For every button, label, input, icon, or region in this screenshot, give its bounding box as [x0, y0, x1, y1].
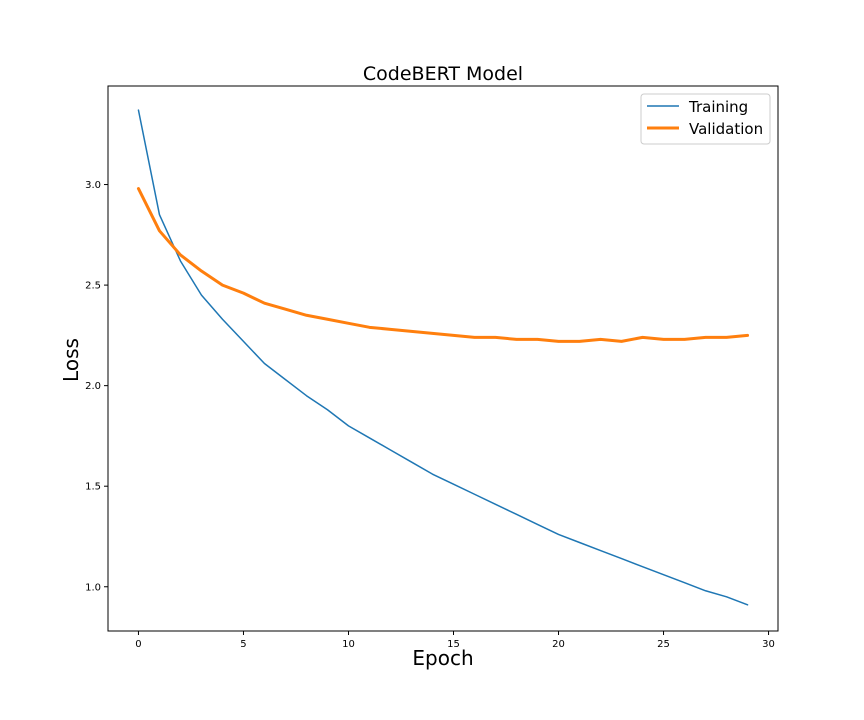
x-tick-label: 15	[447, 639, 460, 650]
series-line-validation	[136, 187, 750, 343]
chart-title: CodeBERT Model	[363, 63, 523, 85]
x-tick-label: 10	[342, 639, 355, 650]
plot-area-frame	[107, 85, 779, 632]
y-axis-label: Loss	[59, 338, 83, 382]
x-tick-label: 30	[762, 639, 775, 650]
x-tick-label: 25	[657, 639, 670, 650]
series-line-training	[137, 109, 749, 606]
x-tick-label: 0	[135, 639, 141, 650]
y-tick-label: 2.0	[85, 381, 101, 392]
x-tick-label: 5	[240, 639, 246, 650]
y-tick-label: 2.5	[85, 281, 101, 292]
x-tick-label: 20	[552, 639, 565, 650]
legend-label-training: Training	[688, 98, 748, 116]
x-axis-label: Epoch	[412, 646, 473, 670]
y-tick-label: 1.5	[85, 482, 101, 493]
y-tick-label: 3.0	[85, 180, 101, 191]
y-tick-label: 1.0	[85, 582, 101, 593]
legend: Training Validation	[640, 93, 771, 145]
x-axis-ticks: 0 5 10 15 20 25 30	[135, 631, 775, 650]
y-axis-ticks: 1.0 1.5 2.0 2.5 3.0	[85, 180, 108, 593]
series-layer	[136, 109, 750, 606]
legend-label-validation: Validation	[689, 120, 763, 138]
